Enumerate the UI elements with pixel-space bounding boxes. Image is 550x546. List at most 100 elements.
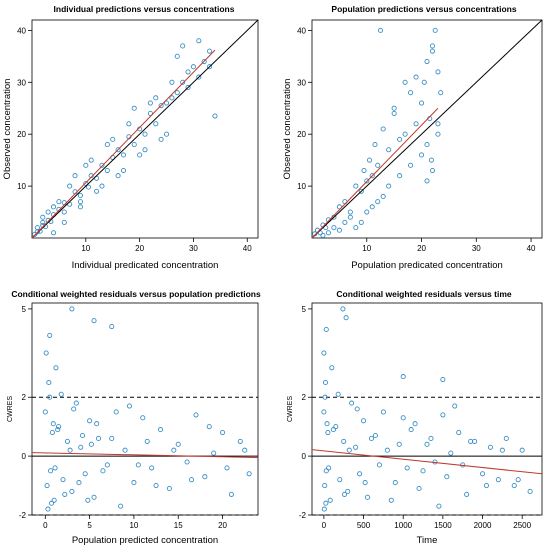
data-point (45, 483, 49, 487)
data-point (89, 442, 93, 446)
data-point (341, 307, 345, 311)
data-point (342, 492, 346, 496)
data-point (414, 75, 418, 79)
data-point (504, 436, 508, 440)
data-point (378, 28, 382, 32)
plot-frame (312, 303, 542, 515)
y-axis: -2025 (299, 305, 312, 520)
data-point (172, 448, 176, 452)
smooth-line (312, 108, 438, 238)
data-point (401, 416, 405, 420)
smooth-line (32, 50, 215, 238)
fit-lines (312, 450, 542, 474)
data-point (430, 44, 434, 48)
data-point (413, 422, 417, 426)
data-point (392, 111, 396, 115)
data-point (338, 478, 342, 482)
data-point (213, 114, 217, 118)
panel-individual-predictions: Individual predictions versus concentrat… (2, 4, 258, 271)
data-point (105, 142, 109, 146)
data-point (41, 220, 45, 224)
x-tick-label: 20 (218, 521, 227, 530)
data-point (94, 189, 98, 193)
data-point (49, 469, 53, 473)
data-point (445, 475, 449, 479)
data-point (324, 501, 328, 505)
data-point (170, 80, 174, 84)
data-point (326, 231, 330, 235)
panel-title: Individual predictions versus concentrat… (54, 4, 235, 14)
data-point (43, 410, 47, 414)
x-tick-label: 20 (135, 244, 144, 253)
data-point (50, 430, 54, 434)
data-point (425, 442, 429, 446)
data-point (425, 179, 429, 183)
data-point (189, 478, 193, 482)
data-point (373, 433, 377, 437)
data-point (114, 410, 118, 414)
y-tick-label: 0 (22, 452, 27, 461)
y-axis-label: Observed concentration (282, 79, 293, 180)
data-point (132, 142, 136, 146)
data-point (417, 486, 421, 490)
data-point (344, 316, 348, 320)
y-tick-label: 20 (17, 130, 26, 139)
data-point (197, 39, 201, 43)
data-point (324, 327, 328, 331)
data-point (89, 158, 93, 162)
data-point (343, 220, 347, 224)
data-point (363, 481, 367, 485)
data-point (376, 163, 380, 167)
data-point (74, 401, 78, 405)
x-axis-label: Population predicated concentration (351, 260, 503, 271)
data-point (95, 422, 99, 426)
data-point (328, 498, 332, 502)
data-point (405, 466, 409, 470)
data-point (212, 451, 216, 455)
fit-lines (32, 453, 258, 458)
data-point (194, 413, 198, 417)
data-point (330, 366, 334, 370)
x-axis-label: Time (417, 535, 438, 546)
y-axis: 10203040 (297, 26, 312, 191)
data-point (439, 91, 443, 95)
identity-line (312, 20, 542, 238)
data-point (437, 504, 441, 508)
data-point (500, 448, 504, 452)
data-point (327, 466, 331, 470)
data-point (436, 132, 440, 136)
data-point (414, 122, 418, 126)
data-point (488, 445, 492, 449)
data-point (336, 392, 340, 396)
data-point (350, 401, 354, 405)
data-point (381, 410, 385, 414)
data-point (342, 439, 346, 443)
data-point (348, 210, 352, 214)
data-point (347, 448, 351, 452)
data-point (367, 158, 371, 162)
x-tick-label: 15 (174, 521, 183, 530)
x-tick-label: 10 (362, 244, 371, 253)
data-point (132, 481, 136, 485)
data-point (41, 215, 45, 219)
data-point (116, 174, 120, 178)
data-point (62, 210, 66, 214)
data-point (408, 163, 412, 167)
data-point (175, 91, 179, 95)
data-point (359, 220, 363, 224)
x-axis-label: Individual predicated concentration (72, 260, 219, 271)
y-axis: -2025 (19, 305, 32, 520)
data-point (51, 422, 55, 426)
data-point (528, 489, 532, 493)
data-point (65, 439, 69, 443)
data-point (61, 478, 65, 482)
fit-lines (32, 20, 258, 238)
panel-cwres-vs-population-predictions: Conditional weighted residuals versus po… (7, 289, 261, 546)
data-point (136, 463, 140, 467)
panel-title: Population predictions versus concentrat… (331, 4, 516, 14)
x-tick-label: 30 (472, 244, 481, 253)
data-point (387, 148, 391, 152)
data-point (48, 333, 52, 337)
x-tick-label: 10 (81, 244, 90, 253)
data-point (54, 366, 58, 370)
